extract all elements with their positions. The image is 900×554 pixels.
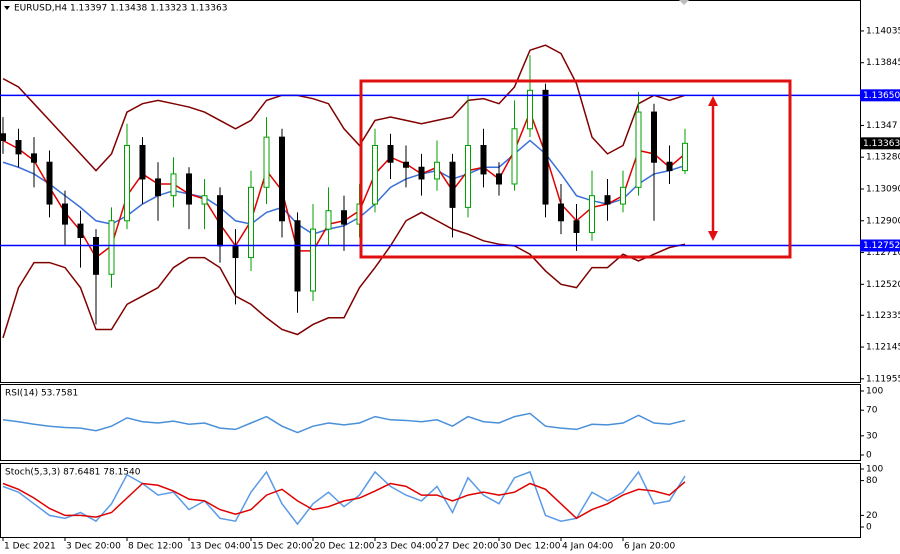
candle-body bbox=[682, 142, 688, 172]
candle-body bbox=[294, 220, 301, 292]
candle-body bbox=[465, 145, 471, 208]
indicator-line bbox=[2, 211, 686, 339]
candle-body bbox=[325, 210, 332, 230]
series-line bbox=[2, 470, 686, 526]
plot-layer: 1.14035 1.13845 1.1347 1.13280 1.13090 1.1290… bbox=[0, 26, 900, 552]
series-line bbox=[2, 412, 686, 434]
candle-body bbox=[248, 186, 254, 259]
candle-body bbox=[263, 136, 270, 188]
shift-marker bbox=[679, 0, 689, 5]
arrow-head-down bbox=[708, 231, 718, 241]
y-tick-label: 1.12145 bbox=[866, 343, 900, 353]
candle-body bbox=[201, 195, 208, 205]
price-tag bbox=[860, 137, 900, 150]
x-tick-label: 13 Dec 04:00 bbox=[190, 542, 251, 552]
candle-body bbox=[341, 210, 347, 225]
indicator-line bbox=[2, 44, 686, 172]
menu-triangle bbox=[4, 6, 10, 10]
candle-body bbox=[558, 203, 564, 222]
candle-body bbox=[542, 89, 549, 205]
x-tick-label: 6 Jan 20:00 bbox=[624, 542, 676, 552]
level-label: 1.13650 bbox=[863, 91, 900, 101]
candle-body bbox=[666, 161, 673, 172]
candle-body bbox=[372, 145, 378, 205]
candle-body bbox=[170, 173, 177, 197]
price-panel bbox=[0, 0, 861, 383]
y-tick-label: 100 bbox=[866, 465, 883, 475]
chart-title: EURUSD,H4 1.13397 1.13438 1.13323 1.1336… bbox=[14, 4, 227, 14]
candle-body bbox=[62, 203, 68, 225]
candle-body bbox=[434, 161, 440, 180]
candle-body bbox=[651, 111, 657, 163]
y-tick-label: 20 bbox=[866, 511, 878, 521]
candle-body bbox=[511, 128, 518, 185]
candle-body bbox=[620, 186, 626, 205]
candle-body bbox=[155, 178, 161, 197]
y-tick-label: 1.13090 bbox=[866, 184, 900, 194]
candle-body bbox=[124, 145, 130, 222]
y-tick-label: 1.13845 bbox=[866, 58, 900, 68]
x-tick-label: 23 Dec 04:00 bbox=[376, 542, 437, 552]
y-tick-label: 1.12335 bbox=[866, 311, 900, 321]
candle-body bbox=[604, 195, 611, 205]
candle-body bbox=[31, 153, 37, 163]
candle-body bbox=[480, 145, 487, 175]
candle-body bbox=[418, 166, 425, 180]
x-tick-label: 4 Jan 04:00 bbox=[562, 542, 614, 552]
y-tick-label: 1.13280 bbox=[866, 153, 900, 163]
candle-body bbox=[279, 136, 285, 222]
x-tick-label: 15 Dec 20:00 bbox=[252, 542, 313, 552]
candle-body bbox=[310, 228, 316, 292]
candle-body bbox=[573, 220, 580, 233]
y-tick-label: 70 bbox=[866, 406, 878, 416]
candle-body bbox=[496, 173, 502, 185]
y-tick-label: 1.14035 bbox=[866, 26, 900, 36]
candle-body bbox=[589, 195, 595, 233]
candle-body bbox=[108, 220, 115, 275]
y-tick-label: 1.1347 bbox=[866, 121, 898, 131]
x-tick-label: 3 Dec 20:00 bbox=[66, 542, 121, 552]
range-box bbox=[359, 79, 792, 259]
x-tick-label: 27 Dec 20:00 bbox=[438, 542, 499, 552]
y-tick-label: 0 bbox=[866, 451, 872, 461]
y-tick-label: 1.12900 bbox=[866, 216, 900, 226]
candle-body bbox=[217, 195, 223, 247]
y-tick-label: 1.12710 bbox=[866, 248, 900, 258]
x-tick-label: 30 Dec 12:00 bbox=[500, 542, 561, 552]
candle-body bbox=[0, 133, 6, 141]
rsi-title: RSI(14) 53.7581 bbox=[5, 389, 78, 399]
level-tag bbox=[860, 89, 900, 102]
x-tick-label: 20 Dec 12:00 bbox=[314, 542, 375, 552]
candle-body bbox=[449, 161, 456, 208]
stoch-panel bbox=[0, 463, 861, 538]
candle-body bbox=[93, 236, 99, 275]
candle-body bbox=[232, 245, 239, 259]
series-line bbox=[2, 481, 686, 520]
x-tick-label: 1 Dec 2021 bbox=[4, 542, 56, 552]
y-tick-label: 100 bbox=[866, 387, 883, 397]
candle-body bbox=[635, 111, 642, 188]
y-tick-label: 1.11955 bbox=[866, 374, 900, 384]
candle-body bbox=[77, 223, 84, 238]
price-label: 1.13363 bbox=[863, 139, 900, 149]
candle-body bbox=[46, 161, 53, 205]
level-label: 1.12752 bbox=[863, 241, 900, 251]
y-tick-label: 80 bbox=[866, 476, 878, 486]
candle-body bbox=[527, 89, 533, 130]
rsi-panel bbox=[0, 384, 861, 461]
y-tick-label: 1.12520 bbox=[866, 280, 900, 290]
stoch-title: Stoch(5,3,3) 87.6481 78.1540 bbox=[5, 468, 141, 478]
y-tick-label: 0 bbox=[866, 523, 872, 533]
candle-body bbox=[387, 145, 394, 163]
arrow-head-up bbox=[708, 96, 718, 106]
candle-body bbox=[139, 145, 146, 180]
y-tick-label: 30 bbox=[866, 431, 878, 441]
x-tick-label: 8 Dec 12:00 bbox=[128, 542, 183, 552]
candle-body bbox=[403, 161, 409, 168]
level-tag bbox=[860, 239, 900, 252]
candle-body bbox=[15, 139, 22, 155]
candle-body bbox=[186, 173, 192, 205]
